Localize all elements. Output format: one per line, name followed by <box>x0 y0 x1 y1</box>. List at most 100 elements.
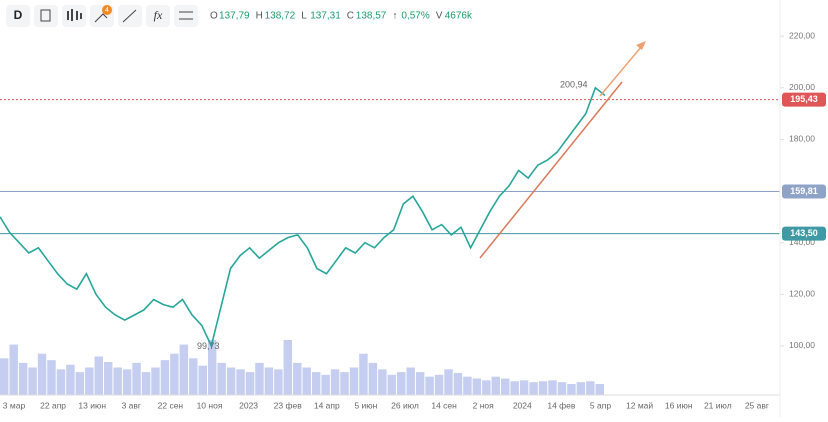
volume-bar <box>340 372 349 395</box>
volume-bar <box>397 372 406 395</box>
volume-bar <box>103 362 113 395</box>
price-badge-label: 195,43 <box>790 94 818 104</box>
interval-button[interactable] <box>6 5 30 27</box>
indicator-button[interactable] <box>34 5 58 27</box>
y-tick-label: 180,00 <box>789 134 815 144</box>
interval[interactable]: D <box>14 8 23 22</box>
volume-bar <box>444 369 453 395</box>
volume-bar <box>56 369 66 395</box>
volume-bar <box>576 382 586 395</box>
volume-bar <box>368 362 378 395</box>
x-tick-label: 5 июн <box>354 400 377 410</box>
volume-bar <box>425 376 434 395</box>
volume-bar <box>0 358 9 395</box>
fx-button[interactable] <box>146 5 170 27</box>
compare-button[interactable] <box>62 5 86 27</box>
y-tick-label: 220,00 <box>789 30 815 40</box>
volume-bar <box>85 367 94 395</box>
x-tick-label: 13 июн <box>78 400 106 410</box>
volume-bar <box>217 362 226 395</box>
volume-bar <box>529 382 538 395</box>
icon <box>179 11 193 20</box>
x-tick-label: 14 фев <box>547 400 576 410</box>
y-tick-label: 200,00 <box>789 82 815 92</box>
volume-bar <box>519 380 529 395</box>
x-tick-label: 22 апр <box>40 400 66 410</box>
volume-bar <box>245 372 255 395</box>
volume-bar <box>538 381 548 395</box>
price-line <box>0 86 606 349</box>
volume-bar <box>482 380 491 395</box>
x-tick-label: 26 июл <box>391 400 419 410</box>
x-tick-label: 16 июн <box>665 400 693 410</box>
volume-bar <box>501 378 510 395</box>
icon <box>94 13 108 23</box>
volume-bar <box>330 369 340 395</box>
volume-bar <box>557 382 567 395</box>
ohlc-value: 0,57% <box>401 11 429 22</box>
volume-bar <box>198 365 207 395</box>
x-tick-label: 21 июл <box>704 400 732 410</box>
volume-bar <box>141 372 151 395</box>
ohlc-value: 137,79 <box>219 11 250 22</box>
trend-arrow <box>599 45 643 97</box>
x-tick-label: 3 авг <box>122 400 141 410</box>
volume-bar <box>28 367 37 395</box>
x-tick-label: 12 май <box>626 400 653 410</box>
ohlc-key: O <box>210 11 218 22</box>
x-tick-label: 25 авг <box>745 400 769 410</box>
volume-bar <box>321 374 330 395</box>
toolbar: D 4 fx <box>6 5 198 27</box>
volume-bar <box>179 344 189 395</box>
y-tick-label: 100,00 <box>789 340 815 350</box>
volume-bar <box>359 353 368 395</box>
volume-bar <box>207 340 217 395</box>
ohlc-key: L <box>301 11 307 22</box>
icon <box>40 9 51 22</box>
ohlc-key: C <box>347 11 354 22</box>
volume-bar <box>510 381 519 395</box>
trend-line <box>479 81 623 259</box>
volume-bar <box>160 360 170 395</box>
volume-bar <box>226 367 236 395</box>
volume-bar <box>236 369 245 395</box>
volume-bar <box>122 369 132 395</box>
ohlc-value: 138,72 <box>265 11 296 22</box>
settings-button[interactable] <box>174 5 198 27</box>
volume-bar <box>349 367 359 395</box>
volume-bar <box>18 362 28 395</box>
ohlc-value: 137,31 <box>310 11 341 22</box>
ohlc-value: 138,57 <box>356 11 387 22</box>
price-badge <box>782 92 826 107</box>
price-badge-label: 159,81 <box>790 186 818 196</box>
volume-bar <box>151 367 160 395</box>
volume-bar <box>586 381 595 395</box>
volume-bar <box>463 376 472 395</box>
arrow-head <box>636 41 646 50</box>
price-badge <box>782 184 826 199</box>
y-tick-label: 140,00 <box>789 237 815 247</box>
volume-bar <box>293 362 302 395</box>
volume-bar <box>434 374 444 395</box>
x-tick-label: 5 апр <box>590 400 611 410</box>
volume-bar <box>283 340 293 395</box>
volume-bar <box>406 367 415 395</box>
volume-bar <box>274 369 283 395</box>
volume-bar <box>387 374 397 395</box>
plot: 220,00 200,00 180,00 140,00 120,00 100,00 195,… <box>0 30 826 410</box>
ohlc-key: V <box>436 11 443 22</box>
x-tick-label: 2023 <box>239 400 258 410</box>
y-tick-label: 120,00 <box>789 289 815 299</box>
volume-bar <box>94 356 103 395</box>
x-tick-label: 2024 <box>513 400 532 410</box>
badge-count: 4 <box>105 7 109 14</box>
volume-bar <box>567 384 576 395</box>
price-badge <box>782 226 826 241</box>
price-annotation: 200,94 <box>560 80 588 90</box>
volume-bar <box>66 364 75 395</box>
icon <box>122 9 137 23</box>
ohlc-key: ↑ <box>392 11 397 22</box>
x-tick-label: 3 мар <box>3 400 26 410</box>
volume-bar <box>75 372 85 395</box>
badge <box>102 5 112 15</box>
